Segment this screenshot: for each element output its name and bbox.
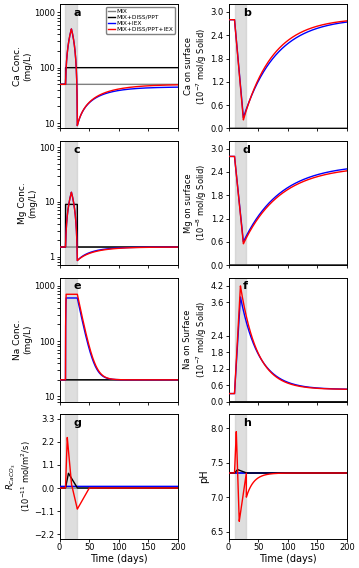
Y-axis label: Na on Surface
(10$^{-7}$ mol/g Solid): Na on Surface (10$^{-7}$ mol/g Solid) xyxy=(183,301,209,378)
Text: e: e xyxy=(74,281,81,291)
Bar xyxy=(234,414,246,538)
Text: a: a xyxy=(74,8,81,18)
Bar xyxy=(65,414,77,538)
Y-axis label: pH: pH xyxy=(199,470,209,483)
Text: h: h xyxy=(243,418,251,428)
Text: g: g xyxy=(74,418,81,428)
Bar xyxy=(65,141,77,265)
Bar xyxy=(65,278,77,402)
Y-axis label: $R_{CaCO_3}$
(10$^{-11}$ mol/m$^2$/s): $R_{CaCO_3}$ (10$^{-11}$ mol/m$^2$/s) xyxy=(4,441,33,512)
Bar xyxy=(65,4,77,128)
Y-axis label: Ca on surface
(10$^{-7}$ mol/g Solid): Ca on surface (10$^{-7}$ mol/g Solid) xyxy=(183,28,209,105)
X-axis label: Time (days): Time (days) xyxy=(259,554,317,564)
Text: b: b xyxy=(243,8,251,18)
Y-axis label: Na Conc.
(mg/L): Na Conc. (mg/L) xyxy=(13,319,32,360)
Bar xyxy=(234,278,246,402)
Y-axis label: Ca Conc.
(mg/L): Ca Conc. (mg/L) xyxy=(13,47,32,86)
Y-axis label: Mg on surface
(10$^{-8}$ mol/g Solid): Mg on surface (10$^{-8}$ mol/g Solid) xyxy=(183,165,209,241)
Bar xyxy=(234,4,246,128)
X-axis label: Time (days): Time (days) xyxy=(90,554,148,564)
Bar xyxy=(234,141,246,265)
Y-axis label: Mg Conc.
(mg/L): Mg Conc. (mg/L) xyxy=(18,182,38,224)
Text: c: c xyxy=(74,145,80,154)
Legend: MIX, MIX+DISS/PPT, MIX+IEX, MIX+DISS/PPT+IEX: MIX, MIX+DISS/PPT, MIX+IEX, MIX+DISS/PPT… xyxy=(106,7,175,34)
Text: d: d xyxy=(243,145,251,154)
Text: f: f xyxy=(243,281,248,291)
